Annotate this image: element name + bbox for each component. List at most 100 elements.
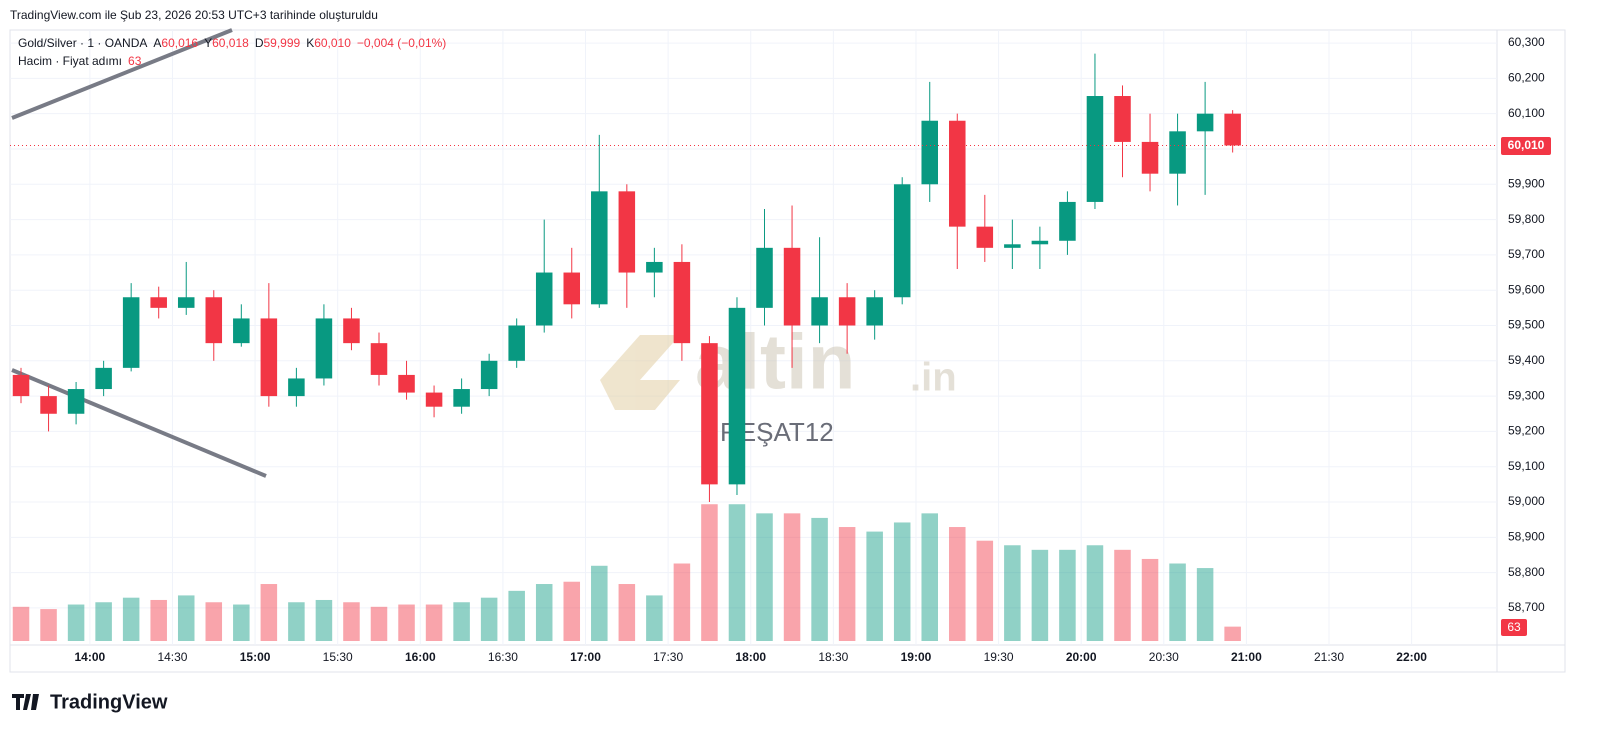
watermark-suffix: .in — [910, 356, 957, 400]
candle-body — [453, 389, 470, 407]
volume-bar — [480, 597, 498, 641]
volume-bar — [921, 513, 938, 641]
volume-bar — [893, 522, 911, 641]
candle-body — [398, 374, 415, 393]
volume-bar — [838, 527, 856, 641]
watermark-name: altin — [695, 318, 855, 406]
x-tick-label: 22:00 — [1396, 650, 1427, 664]
candle-body — [893, 184, 911, 298]
last-price-box — [1501, 137, 1551, 155]
candle-body — [535, 272, 553, 326]
x-tick-label: 19:30 — [984, 650, 1014, 664]
y-tick-label: 60,100 — [1508, 106, 1545, 120]
volume-bar — [1141, 558, 1159, 641]
volume-bar — [866, 531, 883, 641]
volume-bar — [315, 599, 333, 641]
volume-bar — [701, 504, 718, 641]
volume-bar — [453, 602, 470, 641]
ohlc-value: 60,018 — [212, 36, 249, 50]
candle-body — [480, 360, 498, 390]
watermark: altin .in — [600, 318, 957, 410]
volume-bar — [12, 606, 30, 641]
x-tick-label: 15:00 — [240, 650, 271, 664]
x-tick-label: 16:30 — [488, 650, 518, 664]
volume-bar — [398, 604, 415, 641]
volume-bar — [563, 581, 581, 641]
candle-body — [1114, 96, 1131, 142]
trend-line — [11, 368, 267, 478]
candle-body — [673, 261, 691, 344]
x-tick-label: 18:00 — [735, 650, 766, 664]
volume-pane — [12, 504, 1241, 641]
x-tick-label: 17:00 — [570, 650, 601, 664]
x-tick-label: 14:30 — [157, 650, 187, 664]
volume-bar — [535, 584, 553, 641]
caption: TradingView.com ile Şub 23, 2026 20:53 U… — [10, 8, 378, 22]
volume-bar — [1031, 549, 1049, 641]
candle-body — [343, 318, 360, 344]
x-tick-label: 19:00 — [901, 650, 932, 664]
volume-bar — [811, 517, 828, 641]
candles — [10, 53, 1497, 503]
last-volume-box — [1501, 619, 1527, 636]
volume-bar — [95, 602, 112, 641]
volume-bar — [425, 604, 443, 641]
volume-bar — [67, 604, 85, 641]
candle-body — [1086, 96, 1104, 202]
candle-body — [370, 343, 388, 375]
candle-body — [1141, 141, 1159, 174]
candle-body — [701, 343, 718, 485]
ohlc-value: 59,999 — [263, 36, 300, 50]
volume-bar — [288, 602, 305, 641]
y-tick-label: 58,900 — [1508, 529, 1545, 543]
y-tick-label: 58,800 — [1508, 565, 1545, 579]
candle-body — [976, 226, 994, 248]
ohlc-key: A — [153, 36, 161, 50]
ohlc-key: K — [306, 36, 314, 50]
volume-bar — [591, 565, 608, 641]
candle-body — [150, 297, 167, 308]
legend-volume: Hacim · Fiyat adımı 63 — [18, 54, 142, 68]
watermark-logo — [600, 335, 680, 410]
candle-body — [67, 389, 85, 414]
ohlc-value: 60,010 — [314, 36, 351, 50]
footer-logo: TradingView — [12, 691, 168, 713]
volume-value: 63 — [128, 54, 142, 68]
candle-body — [177, 297, 195, 308]
volume-bar — [1196, 568, 1214, 641]
volume-bar — [177, 595, 195, 641]
x-tick-label: 15:30 — [323, 650, 353, 664]
logo-mark — [12, 694, 39, 710]
candle-body — [1196, 113, 1214, 132]
volume-bar — [618, 584, 636, 641]
candle-body — [95, 367, 112, 390]
change: −0,004 (−0,01%) — [357, 36, 446, 50]
volume-bar — [508, 590, 525, 641]
ohlc-value: 60,016 — [161, 36, 198, 50]
y-tick-label: 60,200 — [1508, 71, 1545, 85]
y-tick-label: 60,300 — [1508, 35, 1545, 49]
frame — [9, 29, 1566, 673]
y-tick-label: 59,600 — [1508, 282, 1545, 296]
candle-body — [205, 297, 223, 344]
volume-bar — [949, 527, 966, 641]
candle-body — [1224, 113, 1241, 146]
y-tick-label: 59,200 — [1508, 424, 1545, 438]
legend-symbol: Gold/Silver · 1 · OANDA A60,016 Y60,018 D59… — [18, 36, 446, 50]
volume-bar — [1059, 549, 1076, 641]
candle-body — [315, 318, 333, 379]
y-tick-label: 59,700 — [1508, 247, 1545, 261]
ohlc-key: D — [255, 36, 264, 50]
candle-body — [1004, 244, 1021, 248]
candle-body — [233, 318, 250, 344]
candle-body — [508, 325, 525, 361]
brand: TradingView — [50, 691, 168, 713]
y-tick-label: 59,400 — [1508, 353, 1545, 367]
volume-bar — [370, 606, 388, 641]
x-tick-label: 18:30 — [818, 650, 848, 664]
y-tick-label: 58,700 — [1508, 600, 1545, 614]
volume-bar — [976, 540, 994, 641]
volume-bar — [150, 599, 167, 641]
